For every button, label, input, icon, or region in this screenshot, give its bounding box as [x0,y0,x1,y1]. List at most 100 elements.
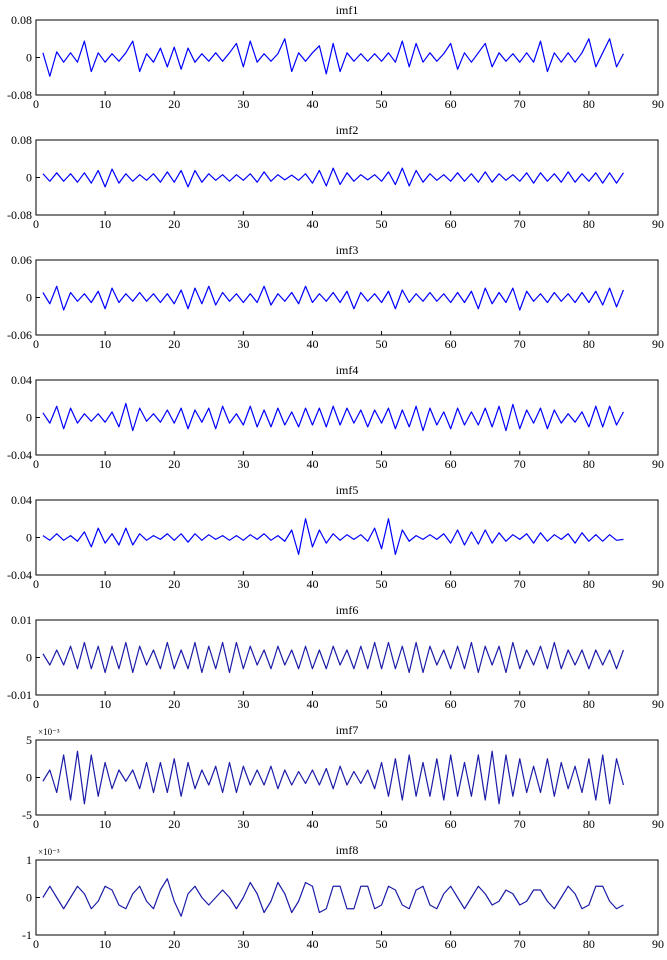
x-tick-label: 20 [168,337,180,351]
y-tick-label: 0 [26,291,32,305]
x-tick-label: 0 [33,697,39,711]
x-tick-label: 60 [445,217,457,231]
x-tick-label: 80 [583,817,595,831]
x-tick-label: 0 [33,337,39,351]
x-tick-label: 10 [99,217,111,231]
panel-title: imf3 [336,243,359,257]
x-tick-label: 50 [376,457,388,471]
x-tick-label: 90 [652,97,664,111]
x-tick-label: 30 [237,217,249,231]
x-tick-label: 70 [514,817,526,831]
x-tick-label: 80 [583,937,595,951]
y-tick-label: 0.01 [11,613,32,627]
x-tick-label: 80 [583,457,595,471]
x-tick-label: 70 [514,697,526,711]
y-tick-label: 0 [26,51,32,65]
x-tick-label: 20 [168,937,180,951]
y-tick-label: -0.01 [7,688,32,702]
x-tick-label: 70 [514,217,526,231]
panel-title: imf4 [336,363,359,377]
y-tick-label: 0 [26,891,32,905]
x-tick-label: 30 [237,817,249,831]
x-tick-label: 0 [33,217,39,231]
x-tick-label: 50 [376,97,388,111]
y-tick-label: 1 [26,853,32,867]
x-tick-label: 30 [237,97,249,111]
axes-frame [35,859,659,936]
y-tick-label: 5 [26,733,32,747]
x-tick-label: 90 [652,937,664,951]
x-tick-label: 40 [306,937,318,951]
y-tick-label: 0.06 [11,253,32,267]
x-tick-label: 0 [33,817,39,831]
x-tick-label: 60 [445,817,457,831]
signal-line [42,167,624,188]
x-tick-label: 90 [652,457,664,471]
x-tick-label: 80 [583,337,595,351]
x-tick-label: 50 [376,817,388,831]
x-tick-label: 70 [514,337,526,351]
x-tick-label: 40 [306,457,318,471]
x-tick-label: 30 [237,337,249,351]
x-tick-label: 0 [33,937,39,951]
x-tick-label: 70 [514,577,526,591]
x-tick-label: 10 [99,97,111,111]
y-tick-label: 0 [26,651,32,665]
y-tick-label: 0 [26,411,32,425]
x-tick-label: 20 [168,697,180,711]
y-tick-label: 0.04 [11,493,32,507]
y-tick-label: 0.08 [11,13,32,27]
x-tick-label: 80 [583,577,595,591]
x-tick-label: 30 [237,937,249,951]
x-tick-label: 10 [99,577,111,591]
y-tick-label: 0 [26,771,32,785]
x-tick-label: 10 [99,697,111,711]
y-tick-label: 0 [26,531,32,545]
panel-title: imf5 [336,483,359,497]
y-tick-label: 0.08 [11,133,32,147]
x-tick-label: 0 [33,457,39,471]
y-tick-label: -5 [22,808,32,822]
x-tick-label: 60 [445,937,457,951]
x-tick-label: 60 [445,577,457,591]
x-tick-label: 50 [376,697,388,711]
x-tick-label: 50 [376,577,388,591]
x-tick-label: 90 [652,217,664,231]
x-tick-label: 90 [652,697,664,711]
x-tick-label: 20 [168,217,180,231]
panel-title: imf8 [336,843,359,857]
signal-line [42,402,624,432]
x-tick-label: 10 [99,937,111,951]
x-tick-label: 40 [306,217,318,231]
x-tick-label: 10 [99,817,111,831]
y-tick-label: -0.06 [7,328,32,342]
x-tick-label: 20 [168,577,180,591]
y-tick-label: -0.04 [7,448,32,462]
x-tick-label: 90 [652,577,664,591]
x-tick-label: 60 [445,457,457,471]
x-tick-label: 60 [445,697,457,711]
y-tick-label: 0.04 [11,373,32,387]
x-tick-label: 80 [583,697,595,711]
x-tick-label: 50 [376,937,388,951]
x-tick-label: 90 [652,337,664,351]
x-tick-label: 40 [306,337,318,351]
y-tick-label: -0.04 [7,568,32,582]
y-tick-label: -0.08 [7,208,32,222]
x-tick-label: 0 [33,577,39,591]
panel-title: imf1 [336,3,359,17]
signal-line [42,285,624,311]
signal-line [42,38,624,77]
x-tick-label: 10 [99,337,111,351]
x-tick-label: 50 [376,217,388,231]
x-tick-label: 60 [445,97,457,111]
x-tick-label: 20 [168,97,180,111]
x-tick-label: 60 [445,337,457,351]
x-tick-label: 30 [237,457,249,471]
x-tick-label: 70 [514,97,526,111]
x-tick-label: 80 [583,217,595,231]
x-tick-label: 40 [306,577,318,591]
x-tick-label: 30 [237,697,249,711]
y-offset-text: ×10⁻³ [38,847,60,857]
